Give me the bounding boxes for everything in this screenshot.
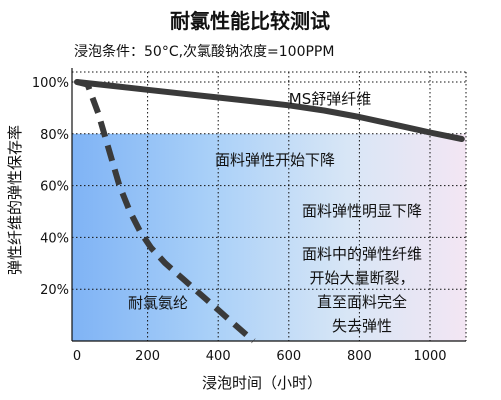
x-tick-label-1: 200 bbox=[135, 349, 160, 364]
series-label-1: 耐氯氨纶 bbox=[128, 294, 188, 312]
band-label-2-line-0: 面料弹性明显下降 bbox=[302, 202, 422, 220]
x-tick-label-3: 600 bbox=[276, 349, 301, 364]
y-axis-label: 弹性纤维的弹性保存率 bbox=[6, 125, 24, 275]
y-tick-label-4: 100% bbox=[32, 76, 69, 91]
chart-subtitle: 浸泡条件：50°C,次氯酸钠浓度=100PPM bbox=[74, 43, 334, 60]
y-tick-label-2: 60% bbox=[40, 180, 69, 195]
series-label-0: MS舒弹纤维 bbox=[289, 90, 371, 108]
y-tick-label-0: 20% bbox=[40, 283, 69, 298]
axes-layer: 20% 40% 60% 80% 100% 0 200 400 600 800 1000 bbox=[32, 68, 466, 364]
x-tick-label-2: 400 bbox=[206, 349, 231, 364]
band-label-3-line-0: 面料中的弹性纤维 bbox=[302, 245, 422, 263]
x-axis-label: 浸泡时间（小时） bbox=[202, 374, 322, 392]
band-1 bbox=[72, 133, 466, 186]
series-line-1 bbox=[76, 79, 256, 344]
x-tick-label-0: 0 bbox=[73, 349, 81, 364]
series-line-0 bbox=[74, 79, 465, 142]
chart-title: 耐氯性能比较测试 bbox=[170, 9, 330, 33]
x-tick-label-5: 1000 bbox=[413, 349, 446, 364]
series-layer bbox=[74, 79, 465, 344]
band-label-3-line-2: 直至面料完全 bbox=[317, 293, 407, 311]
x-tick-label-4: 800 bbox=[347, 349, 372, 364]
y-tick-label-3: 80% bbox=[40, 128, 69, 143]
band-label-3-line-3: 失去弹性 bbox=[332, 317, 392, 335]
band-label-1-line-0: 面料弹性开始下降 bbox=[215, 151, 335, 169]
band-label-3-line-1: 开始大量断裂， bbox=[309, 269, 414, 287]
y-tick-label-1: 40% bbox=[40, 231, 69, 246]
